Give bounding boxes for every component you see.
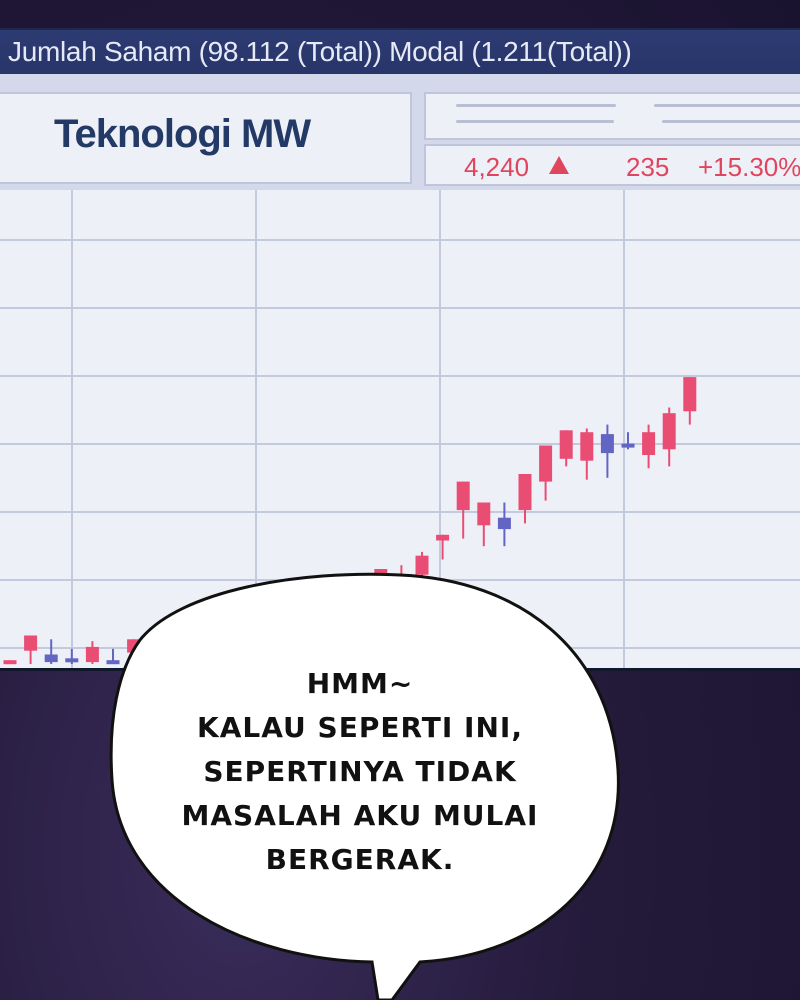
- candle-down: [621, 443, 635, 448]
- candle-up: [24, 635, 38, 651]
- blurred-text: [456, 104, 616, 107]
- stock-monitor: Jumlah Saham (98.112 (Total)) Modal (1.2…: [0, 28, 800, 671]
- candle-up: [559, 430, 573, 459]
- candle-up: [477, 502, 491, 526]
- candle-up: [415, 555, 429, 575]
- speech-line: MASALAH AKU MULAI: [181, 799, 539, 832]
- candle-down: [65, 658, 79, 663]
- candle-down: [600, 434, 614, 454]
- quote-change: 235: [626, 152, 670, 182]
- stock-info-row: Teknologi MW 4,240 235 +15.30%: [0, 74, 800, 190]
- candle-up: [456, 481, 470, 511]
- blurred-meta-panel: [424, 92, 800, 140]
- candle-down: [44, 654, 58, 663]
- candle-up: [642, 432, 656, 455]
- bubble-shape: [109, 572, 620, 1000]
- candle-up: [580, 432, 594, 461]
- speech-line: KALAU SEPERTI INI,: [197, 711, 523, 744]
- speech-line: SEPERTINYA TIDAK: [203, 755, 517, 788]
- candle-up: [518, 474, 532, 511]
- blurred-text: [654, 104, 800, 107]
- candle-up: [85, 646, 99, 663]
- candle-up: [662, 413, 676, 450]
- speech-text: HMM~ KALAU SEPERTI INI, SEPERTINYA TIDAK MA…: [140, 662, 580, 882]
- quote-price: 4,240: [464, 152, 530, 182]
- candle-up: [683, 377, 697, 412]
- speech-line: BERGERAK.: [265, 843, 455, 876]
- company-name: Teknologi MW: [54, 112, 311, 156]
- speech-line: HMM~: [306, 667, 414, 700]
- quote-percent: +15.30%: [698, 152, 800, 182]
- company-name-panel: Teknologi MW: [0, 92, 412, 184]
- candle-down: [106, 660, 120, 665]
- candle-up: [436, 534, 450, 541]
- candle-down: [497, 517, 511, 530]
- ticker-text: Jumlah Saham (98.112 (Total)) Modal (1.2…: [8, 36, 632, 67]
- up-triangle-icon: [548, 152, 570, 183]
- ticker-bar: Jumlah Saham (98.112 (Total)) Modal (1.2…: [0, 30, 800, 74]
- candle-up: [539, 445, 553, 482]
- blurred-text: [662, 120, 800, 123]
- blurred-text: [456, 120, 614, 123]
- candle-up: [3, 660, 17, 665]
- quote-panel: 4,240 235 +15.30%: [424, 144, 800, 186]
